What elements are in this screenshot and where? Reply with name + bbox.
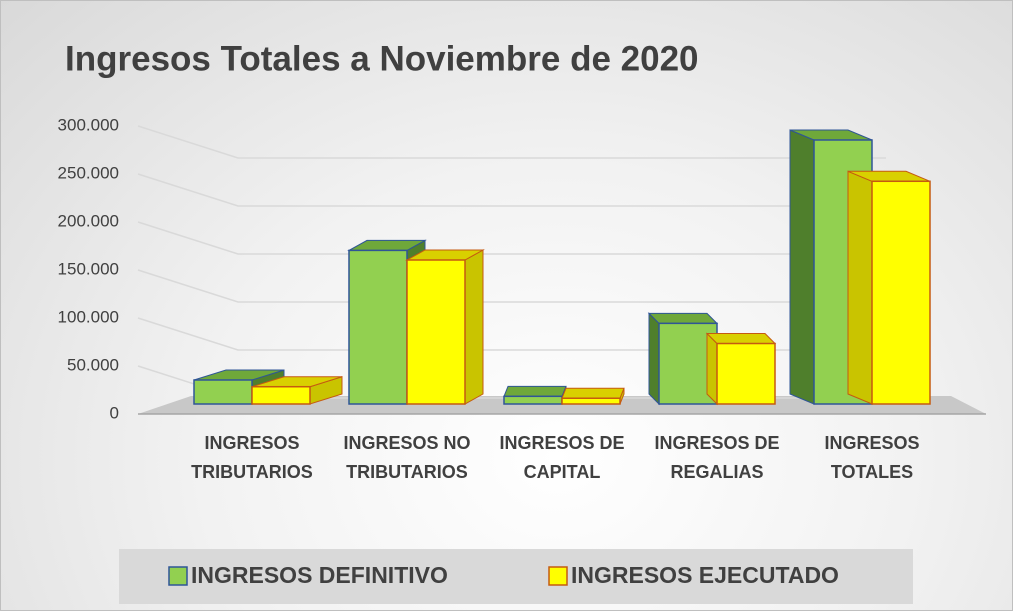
bar	[406, 259, 466, 405]
legend-label: INGRESOS EJECUTADO	[571, 562, 839, 588]
bar	[561, 397, 621, 405]
x-tick-label: INGRESOS TOTALES	[824, 433, 920, 482]
legend-swatch	[548, 566, 568, 586]
legend-box	[119, 549, 913, 604]
x-tick-label: INGRESOS DE CAPITAL	[499, 433, 625, 482]
y-tick-label: 300.000	[58, 115, 119, 134]
grid-line	[137, 269, 886, 303]
y-tick-label: 250.000	[58, 163, 119, 182]
bar-side	[648, 312, 660, 406]
bar	[716, 342, 776, 405]
bar-side	[789, 129, 815, 405]
bar	[193, 379, 253, 405]
grid-line	[137, 221, 886, 255]
grid-line	[137, 173, 886, 207]
chart-title: Ingresos Totales a Noviembre de 2020	[65, 39, 699, 78]
y-tick-label: 200.000	[58, 211, 119, 230]
legend-label: INGRESOS DEFINITIVO	[191, 562, 448, 588]
bar-side	[464, 249, 484, 405]
bar-side	[706, 332, 718, 406]
x-tick-label: INGRESOS DE REGALIAS	[654, 433, 780, 482]
y-tick-label: 150.000	[58, 259, 119, 278]
bar	[503, 395, 563, 405]
legend-swatch	[168, 566, 188, 586]
grid-line	[137, 125, 886, 159]
bar	[348, 249, 408, 405]
x-tick-label: INGRESOS TRIBUTARIOS	[191, 433, 313, 482]
bar-top	[503, 385, 567, 397]
bar	[251, 385, 311, 405]
y-tick-label: 0	[110, 403, 119, 422]
bar-top	[647, 312, 719, 324]
bar-top	[705, 333, 777, 345]
bar-side	[847, 170, 873, 405]
y-tick-label: 50.000	[67, 355, 119, 374]
y-tick-label: 100.000	[58, 307, 119, 326]
x-tick-label: INGRESOS NO TRIBUTARIOS	[343, 433, 471, 482]
bar-top	[561, 387, 625, 399]
bar	[871, 180, 931, 405]
